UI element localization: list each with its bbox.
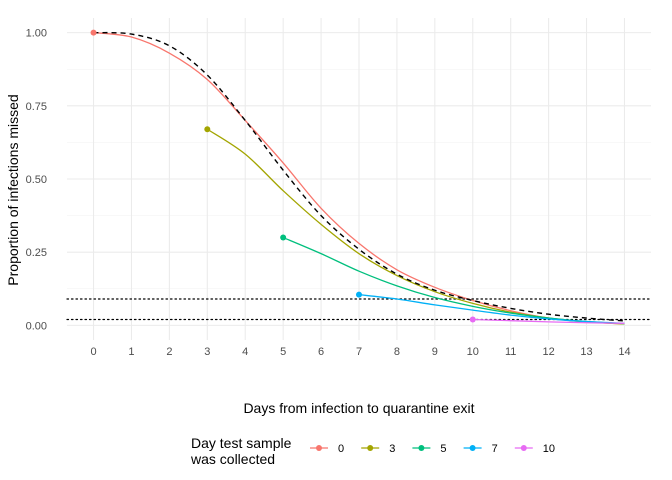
- legend-key-point: [469, 445, 476, 451]
- legend-key-label: 7: [492, 443, 498, 455]
- legend-key-point: [520, 445, 527, 451]
- y-axis-ticks: 0.00 0.25 0.50 0.75 1.00: [26, 28, 47, 333]
- series-start-point-3: [204, 126, 211, 133]
- legend-title-line-2: was collected: [190, 451, 275, 467]
- legend-title-line-1: Day test sample: [191, 435, 292, 451]
- legend-key-point: [418, 445, 425, 451]
- x-tick-label: 6: [318, 346, 324, 358]
- legend-key-label: 0: [338, 443, 344, 455]
- grid: [67, 18, 651, 340]
- series-line-10: [472, 318, 625, 324]
- legend-key-point: [316, 445, 322, 451]
- legend-key-7: 7: [463, 443, 498, 455]
- x-tick-label: 12: [542, 346, 554, 358]
- x-tick-label: 7: [356, 346, 362, 358]
- series: [90, 29, 625, 325]
- legend-key-10: 10: [514, 443, 555, 455]
- x-tick-label: 1: [128, 346, 134, 358]
- legend: Day test sample was collected 0 3 5 7 10: [190, 435, 555, 467]
- series-start-point-10: [469, 316, 476, 323]
- series-start-point-5: [280, 234, 287, 241]
- x-tick-label: 10: [467, 346, 479, 358]
- y-tick-label: 0.50: [26, 174, 47, 186]
- legend-keys: 0 3 5 7 10: [310, 443, 555, 455]
- x-axis-title: Days from infection to quarantine exit: [243, 400, 474, 416]
- series-start-point-0: [90, 29, 97, 36]
- y-axis-title: Proportion of infections missed: [5, 94, 21, 285]
- x-tick-label: 3: [204, 346, 210, 358]
- no-test-dashed-line: [93, 31, 625, 322]
- x-tick-label: 13: [580, 346, 592, 358]
- legend-key-label: 5: [440, 443, 446, 455]
- x-tick-label: 14: [618, 346, 630, 358]
- y-tick-label: 0.25: [26, 247, 47, 259]
- legend-key-label: 10: [543, 443, 555, 455]
- x-tick-label: 5: [280, 346, 286, 358]
- y-tick-label: 1.00: [26, 28, 47, 40]
- x-tick-label: 9: [432, 346, 438, 358]
- y-tick-label: 0.75: [26, 101, 47, 113]
- series-start-point-7: [356, 291, 362, 298]
- y-tick-label: 0.00: [26, 320, 47, 332]
- x-tick-label: 4: [242, 346, 248, 358]
- legend-key-label: 3: [389, 443, 395, 455]
- legend-key-0: 0: [310, 443, 344, 455]
- x-tick-label: 8: [394, 346, 400, 358]
- series-line-7: [358, 293, 625, 324]
- x-axis-ticks: 0 1 2 3 4 5 6 7 8 9 10 11 12 13 14: [90, 346, 630, 358]
- legend-key-3: 3: [361, 443, 395, 455]
- legend-key-5: 5: [412, 443, 447, 455]
- x-tick-label: 0: [90, 346, 96, 358]
- x-tick-label: 2: [166, 346, 172, 358]
- legend-key-point: [367, 445, 374, 451]
- x-tick-label: 11: [505, 346, 516, 358]
